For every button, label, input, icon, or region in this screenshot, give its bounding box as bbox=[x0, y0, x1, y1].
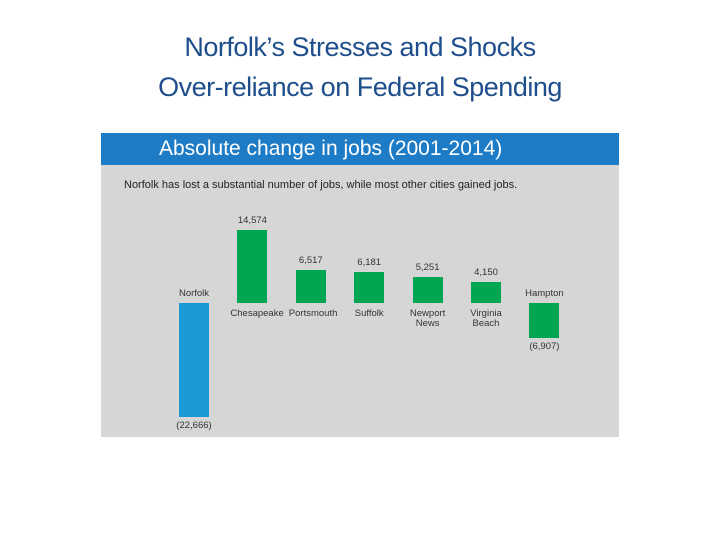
slide-title: Norfolk’s Stresses and Shocks bbox=[184, 32, 536, 62]
chart-title: Absolute change in jobs (2001-2014) bbox=[159, 137, 503, 160]
chart-header: Absolute change in jobs (2001-2014) bbox=[101, 133, 619, 165]
value-label: 6,517 bbox=[298, 255, 323, 267]
category-label: Newport News bbox=[409, 308, 446, 330]
bar bbox=[412, 276, 443, 304]
slide-subtitle: Over-reliance on Federal Spending bbox=[158, 72, 562, 102]
category-label: Norfolk bbox=[178, 288, 210, 300]
bar bbox=[471, 282, 501, 304]
category-label: Virginia Beach bbox=[470, 308, 502, 330]
value-label: 14,574 bbox=[237, 215, 267, 226]
bar bbox=[354, 272, 385, 304]
bar bbox=[179, 303, 209, 417]
category-label: Hampton bbox=[525, 288, 564, 300]
chart: Absolute change in jobs (2001-2014) Norf… bbox=[101, 133, 619, 437]
category-label: Suffolk bbox=[354, 308, 384, 320]
category-label: Chesapeake bbox=[230, 308, 284, 320]
value-label: 6,181 bbox=[357, 257, 382, 269]
bar bbox=[529, 303, 560, 338]
category-label: Portsmouth bbox=[288, 308, 338, 320]
value-label: 4,150 bbox=[474, 267, 498, 279]
bar bbox=[295, 270, 326, 304]
bar bbox=[237, 230, 268, 304]
value-label: (6,907) bbox=[529, 340, 560, 352]
value-label: (22,666) bbox=[176, 420, 212, 431]
chart-subtitle: Norfolk has lost a substantial number of… bbox=[124, 179, 518, 191]
value-label: 5,251 bbox=[415, 261, 440, 273]
